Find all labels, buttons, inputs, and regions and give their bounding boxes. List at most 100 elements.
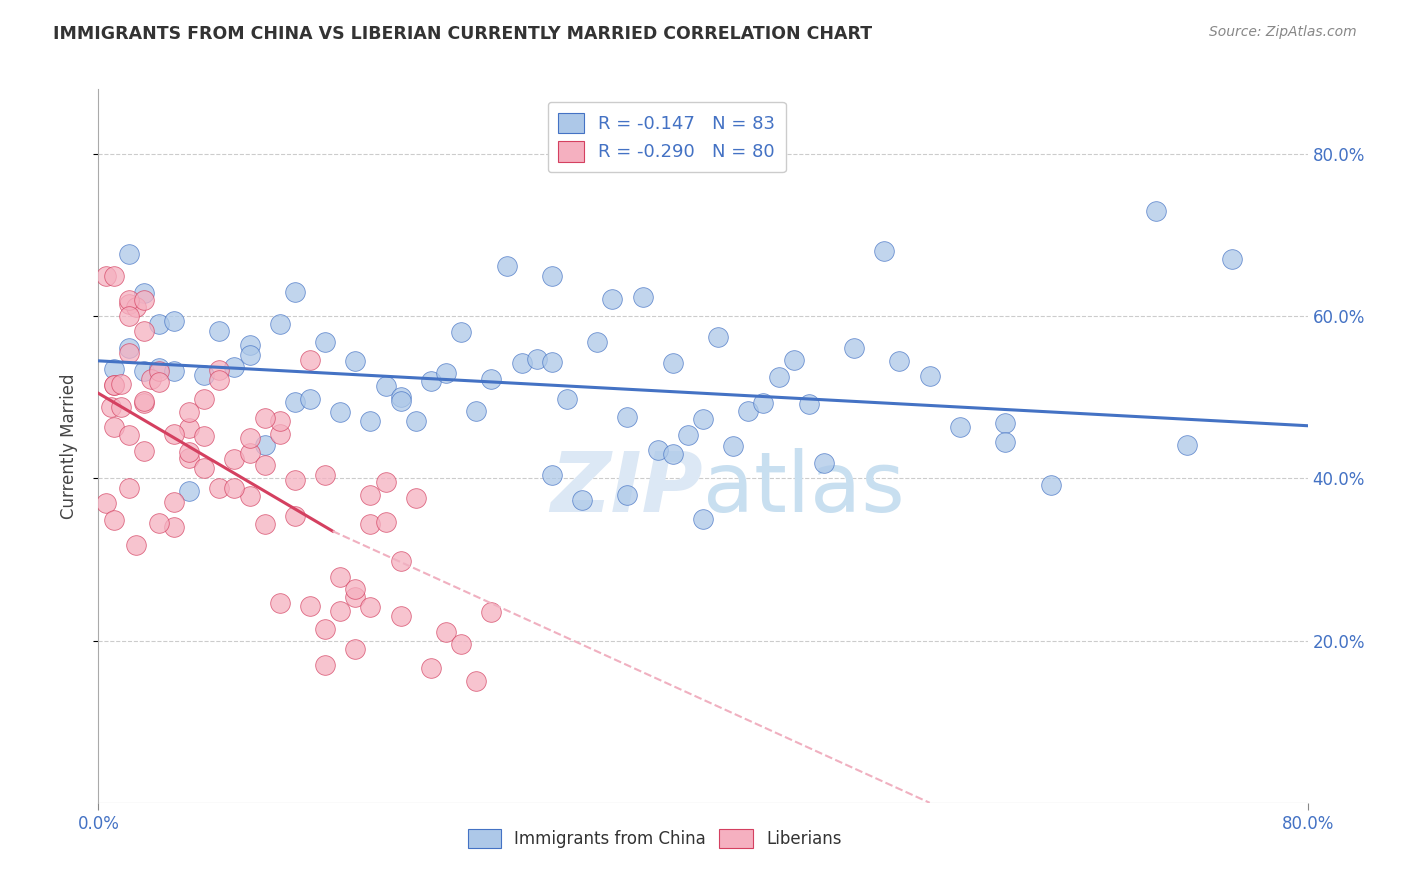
Point bbox=[193, 429, 215, 443]
Text: atlas: atlas bbox=[703, 449, 904, 529]
Point bbox=[540, 468, 562, 483]
Point bbox=[768, 370, 790, 384]
Point bbox=[661, 355, 683, 369]
Point bbox=[163, 520, 186, 534]
Point bbox=[103, 268, 125, 283]
Point bbox=[179, 421, 201, 435]
Point bbox=[360, 488, 382, 502]
Point bbox=[100, 400, 122, 414]
Point bbox=[797, 397, 820, 411]
Point bbox=[676, 428, 699, 442]
Point bbox=[994, 416, 1017, 430]
Point bbox=[118, 310, 141, 324]
Point bbox=[1039, 478, 1062, 492]
Point bbox=[813, 456, 835, 470]
Point bbox=[208, 324, 231, 338]
Point bbox=[526, 351, 548, 366]
Point bbox=[1175, 438, 1198, 452]
Point bbox=[179, 450, 201, 465]
Point bbox=[208, 373, 231, 387]
Point bbox=[239, 446, 262, 460]
Point bbox=[193, 368, 215, 383]
Point bbox=[495, 260, 517, 274]
Point bbox=[405, 491, 427, 505]
Point bbox=[179, 483, 201, 498]
Point bbox=[420, 661, 443, 675]
Point bbox=[163, 495, 186, 509]
Point bbox=[602, 292, 624, 306]
Point bbox=[873, 244, 896, 259]
Point bbox=[208, 363, 231, 377]
Point bbox=[389, 390, 412, 404]
Point bbox=[125, 539, 148, 553]
Point bbox=[465, 404, 488, 418]
Point bbox=[661, 448, 683, 462]
Point bbox=[284, 473, 307, 487]
Point bbox=[329, 405, 352, 419]
Point bbox=[360, 517, 382, 532]
Point bbox=[163, 426, 186, 441]
Point bbox=[103, 513, 125, 527]
Point bbox=[571, 492, 593, 507]
Point bbox=[269, 427, 291, 442]
Point bbox=[540, 355, 562, 369]
Point bbox=[148, 375, 170, 389]
Point bbox=[163, 314, 186, 328]
Point bbox=[314, 468, 336, 483]
Point bbox=[193, 392, 215, 407]
Point bbox=[420, 374, 443, 388]
Point bbox=[148, 516, 170, 530]
Point bbox=[434, 366, 457, 380]
Point bbox=[374, 379, 396, 393]
Point bbox=[94, 496, 117, 510]
Point bbox=[284, 509, 307, 524]
Point bbox=[329, 604, 352, 618]
Point bbox=[434, 624, 457, 639]
Point bbox=[253, 438, 276, 452]
Point bbox=[118, 293, 141, 307]
Point bbox=[586, 335, 609, 350]
Point bbox=[389, 394, 412, 409]
Point bbox=[224, 452, 246, 467]
Point bbox=[110, 400, 132, 414]
Point bbox=[374, 515, 396, 529]
Point bbox=[344, 590, 367, 604]
Point bbox=[239, 431, 262, 445]
Point bbox=[299, 392, 322, 406]
Point bbox=[132, 393, 155, 408]
Point bbox=[692, 412, 714, 426]
Point bbox=[103, 420, 125, 434]
Point bbox=[481, 605, 503, 619]
Point bbox=[118, 427, 141, 442]
Point bbox=[163, 364, 186, 378]
Point bbox=[253, 516, 276, 531]
Point bbox=[148, 318, 170, 332]
Point bbox=[707, 330, 730, 344]
Point bbox=[1220, 252, 1243, 267]
Point bbox=[450, 636, 472, 650]
Point bbox=[118, 296, 141, 310]
Point bbox=[132, 364, 155, 378]
Point bbox=[132, 396, 155, 410]
Point bbox=[148, 364, 170, 378]
Point bbox=[1144, 203, 1167, 218]
Point bbox=[616, 488, 638, 502]
Point bbox=[616, 410, 638, 425]
Point bbox=[344, 641, 367, 656]
Point bbox=[344, 582, 367, 596]
Point bbox=[510, 356, 533, 370]
Point bbox=[110, 377, 132, 392]
Point bbox=[889, 353, 911, 368]
Point bbox=[224, 359, 246, 374]
Point bbox=[253, 458, 276, 472]
Point bbox=[103, 362, 125, 376]
Point bbox=[555, 392, 578, 406]
Text: ZIP: ZIP bbox=[550, 449, 703, 529]
Point bbox=[465, 673, 488, 688]
Point bbox=[783, 352, 806, 367]
Point bbox=[132, 444, 155, 458]
Point bbox=[299, 599, 322, 613]
Point bbox=[148, 360, 170, 375]
Point bbox=[949, 420, 972, 434]
Point bbox=[481, 372, 503, 386]
